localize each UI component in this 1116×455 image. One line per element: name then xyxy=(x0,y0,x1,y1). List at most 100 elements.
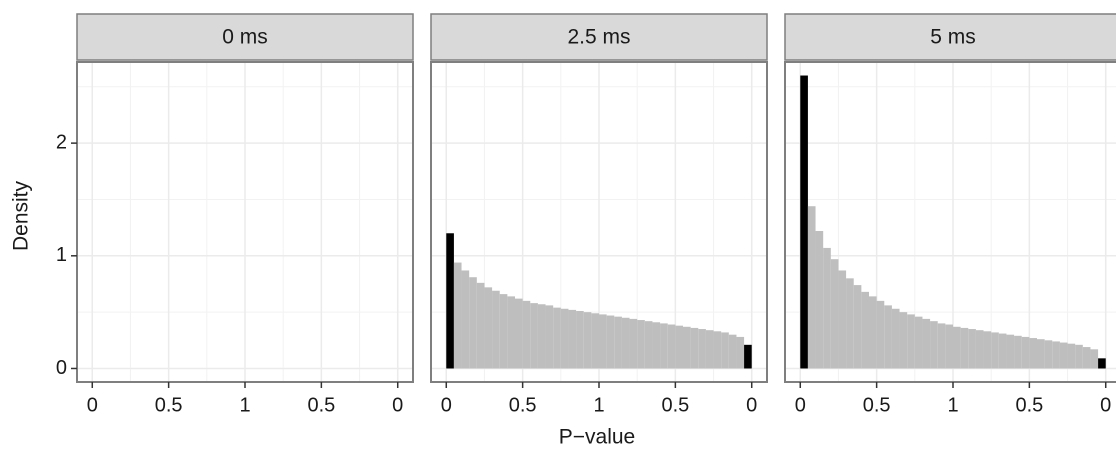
x-tick-label: 0 xyxy=(795,394,806,416)
histogram-bar xyxy=(530,303,538,369)
facet-title: 0 ms xyxy=(222,26,268,49)
x-tick-label: 1 xyxy=(947,394,958,416)
y-axis-label: Density xyxy=(10,180,33,251)
y-tick-label: 2 xyxy=(56,131,67,153)
histogram-bar xyxy=(469,277,477,369)
x-tick-label: 0 xyxy=(441,394,452,416)
y-tick-label: 0 xyxy=(56,357,67,379)
x-tick-label: 0.5 xyxy=(1015,394,1043,416)
histogram-bar xyxy=(1052,341,1060,369)
histogram-bar xyxy=(637,320,645,369)
histogram-bar xyxy=(983,331,992,369)
histogram-bar xyxy=(1082,347,1091,369)
histogram-bar xyxy=(1014,335,1022,369)
histogram-bar xyxy=(1075,344,1083,369)
histogram-bar xyxy=(576,311,584,369)
histogram-bar xyxy=(667,324,676,369)
histogram-bar xyxy=(1090,349,1099,369)
x-tick-label: 1 xyxy=(593,394,604,416)
histogram-bar xyxy=(853,285,862,369)
facet-strip xyxy=(76,13,414,61)
histogram-bar xyxy=(914,316,923,369)
histogram-bar xyxy=(522,300,531,369)
histogram-bar xyxy=(830,259,839,369)
histogram-bar xyxy=(484,287,493,369)
facet-title: 2.5 ms xyxy=(567,26,630,49)
histogram-bar xyxy=(1021,336,1030,369)
histogram-bar xyxy=(461,270,470,369)
histogram-bar xyxy=(960,327,969,369)
facet-title: 5 ms xyxy=(930,26,976,49)
histogram-bar xyxy=(621,317,630,369)
histogram-bar xyxy=(499,294,508,369)
histogram-bar xyxy=(705,330,714,369)
histogram-bar xyxy=(690,327,699,369)
histogram-bar xyxy=(728,334,737,369)
histogram-bar xyxy=(698,329,706,369)
histogram-bar xyxy=(1098,358,1106,369)
x-axis-label: P−value xyxy=(559,426,635,449)
histogram-bar xyxy=(1006,334,1015,369)
histogram-bar xyxy=(660,323,668,369)
histogram-bar xyxy=(891,308,900,369)
histogram-bar xyxy=(446,233,454,369)
x-tick-label: 0.5 xyxy=(863,394,891,416)
x-tick-label: 1 xyxy=(239,394,250,416)
facet-strip xyxy=(784,13,1116,61)
histogram-bar xyxy=(568,309,577,369)
histogram-bar xyxy=(800,75,808,369)
histogram-bar xyxy=(930,321,938,369)
histogram-bar xyxy=(721,332,729,369)
histogram-bar xyxy=(507,296,515,369)
histogram-bar xyxy=(492,290,500,369)
histogram-bar xyxy=(1029,338,1037,369)
histogram-bar xyxy=(899,312,908,369)
histogram-bar xyxy=(991,332,999,369)
histogram-bar xyxy=(968,329,976,369)
histogram-bar xyxy=(1044,340,1053,369)
histogram-bar xyxy=(683,326,691,369)
histogram-bar xyxy=(846,278,854,369)
histogram-bar xyxy=(591,313,599,369)
histogram-bar xyxy=(713,331,722,369)
histogram-bar xyxy=(1059,342,1068,369)
histogram-bar xyxy=(537,304,546,369)
histogram-bar xyxy=(823,247,831,369)
histogram-bar xyxy=(1037,339,1045,369)
histogram-bar xyxy=(922,318,931,369)
histogram-bar xyxy=(599,314,607,369)
x-tick-label: 0 xyxy=(1100,394,1111,416)
histogram-bar xyxy=(736,336,745,369)
histogram-bar xyxy=(838,270,847,369)
x-tick-label: 0.5 xyxy=(509,394,537,416)
x-tick-label: 0 xyxy=(746,394,757,416)
histogram-bar xyxy=(937,323,946,369)
histogram-bar xyxy=(815,231,824,369)
y-tick-label: 1 xyxy=(56,244,67,266)
histogram-bar xyxy=(583,312,592,369)
histogram-bar xyxy=(869,296,877,369)
histogram-bar xyxy=(476,282,485,369)
facet-strip xyxy=(430,13,768,61)
histogram-bar xyxy=(945,324,953,369)
histogram-bar xyxy=(453,262,462,369)
histogram-bar xyxy=(675,325,683,369)
histogram-bar xyxy=(614,316,622,369)
histogram-bar xyxy=(861,291,869,369)
histogram-bar xyxy=(907,314,915,369)
x-tick-label: 0 xyxy=(87,394,98,416)
histogram-bar xyxy=(644,321,653,369)
histogram-bar xyxy=(652,322,661,369)
histogram-bar xyxy=(545,305,554,369)
histogram-bar xyxy=(744,344,752,369)
histogram-bar xyxy=(553,307,561,369)
histogram-bar xyxy=(876,300,885,369)
histogram-bar xyxy=(606,315,615,369)
histogram-bar xyxy=(998,333,1007,369)
histogram-bar xyxy=(560,308,569,369)
histogram-bar xyxy=(953,326,961,369)
histogram-bar xyxy=(629,318,638,369)
x-tick-label: 0 xyxy=(392,394,403,416)
x-tick-label: 0.5 xyxy=(661,394,689,416)
